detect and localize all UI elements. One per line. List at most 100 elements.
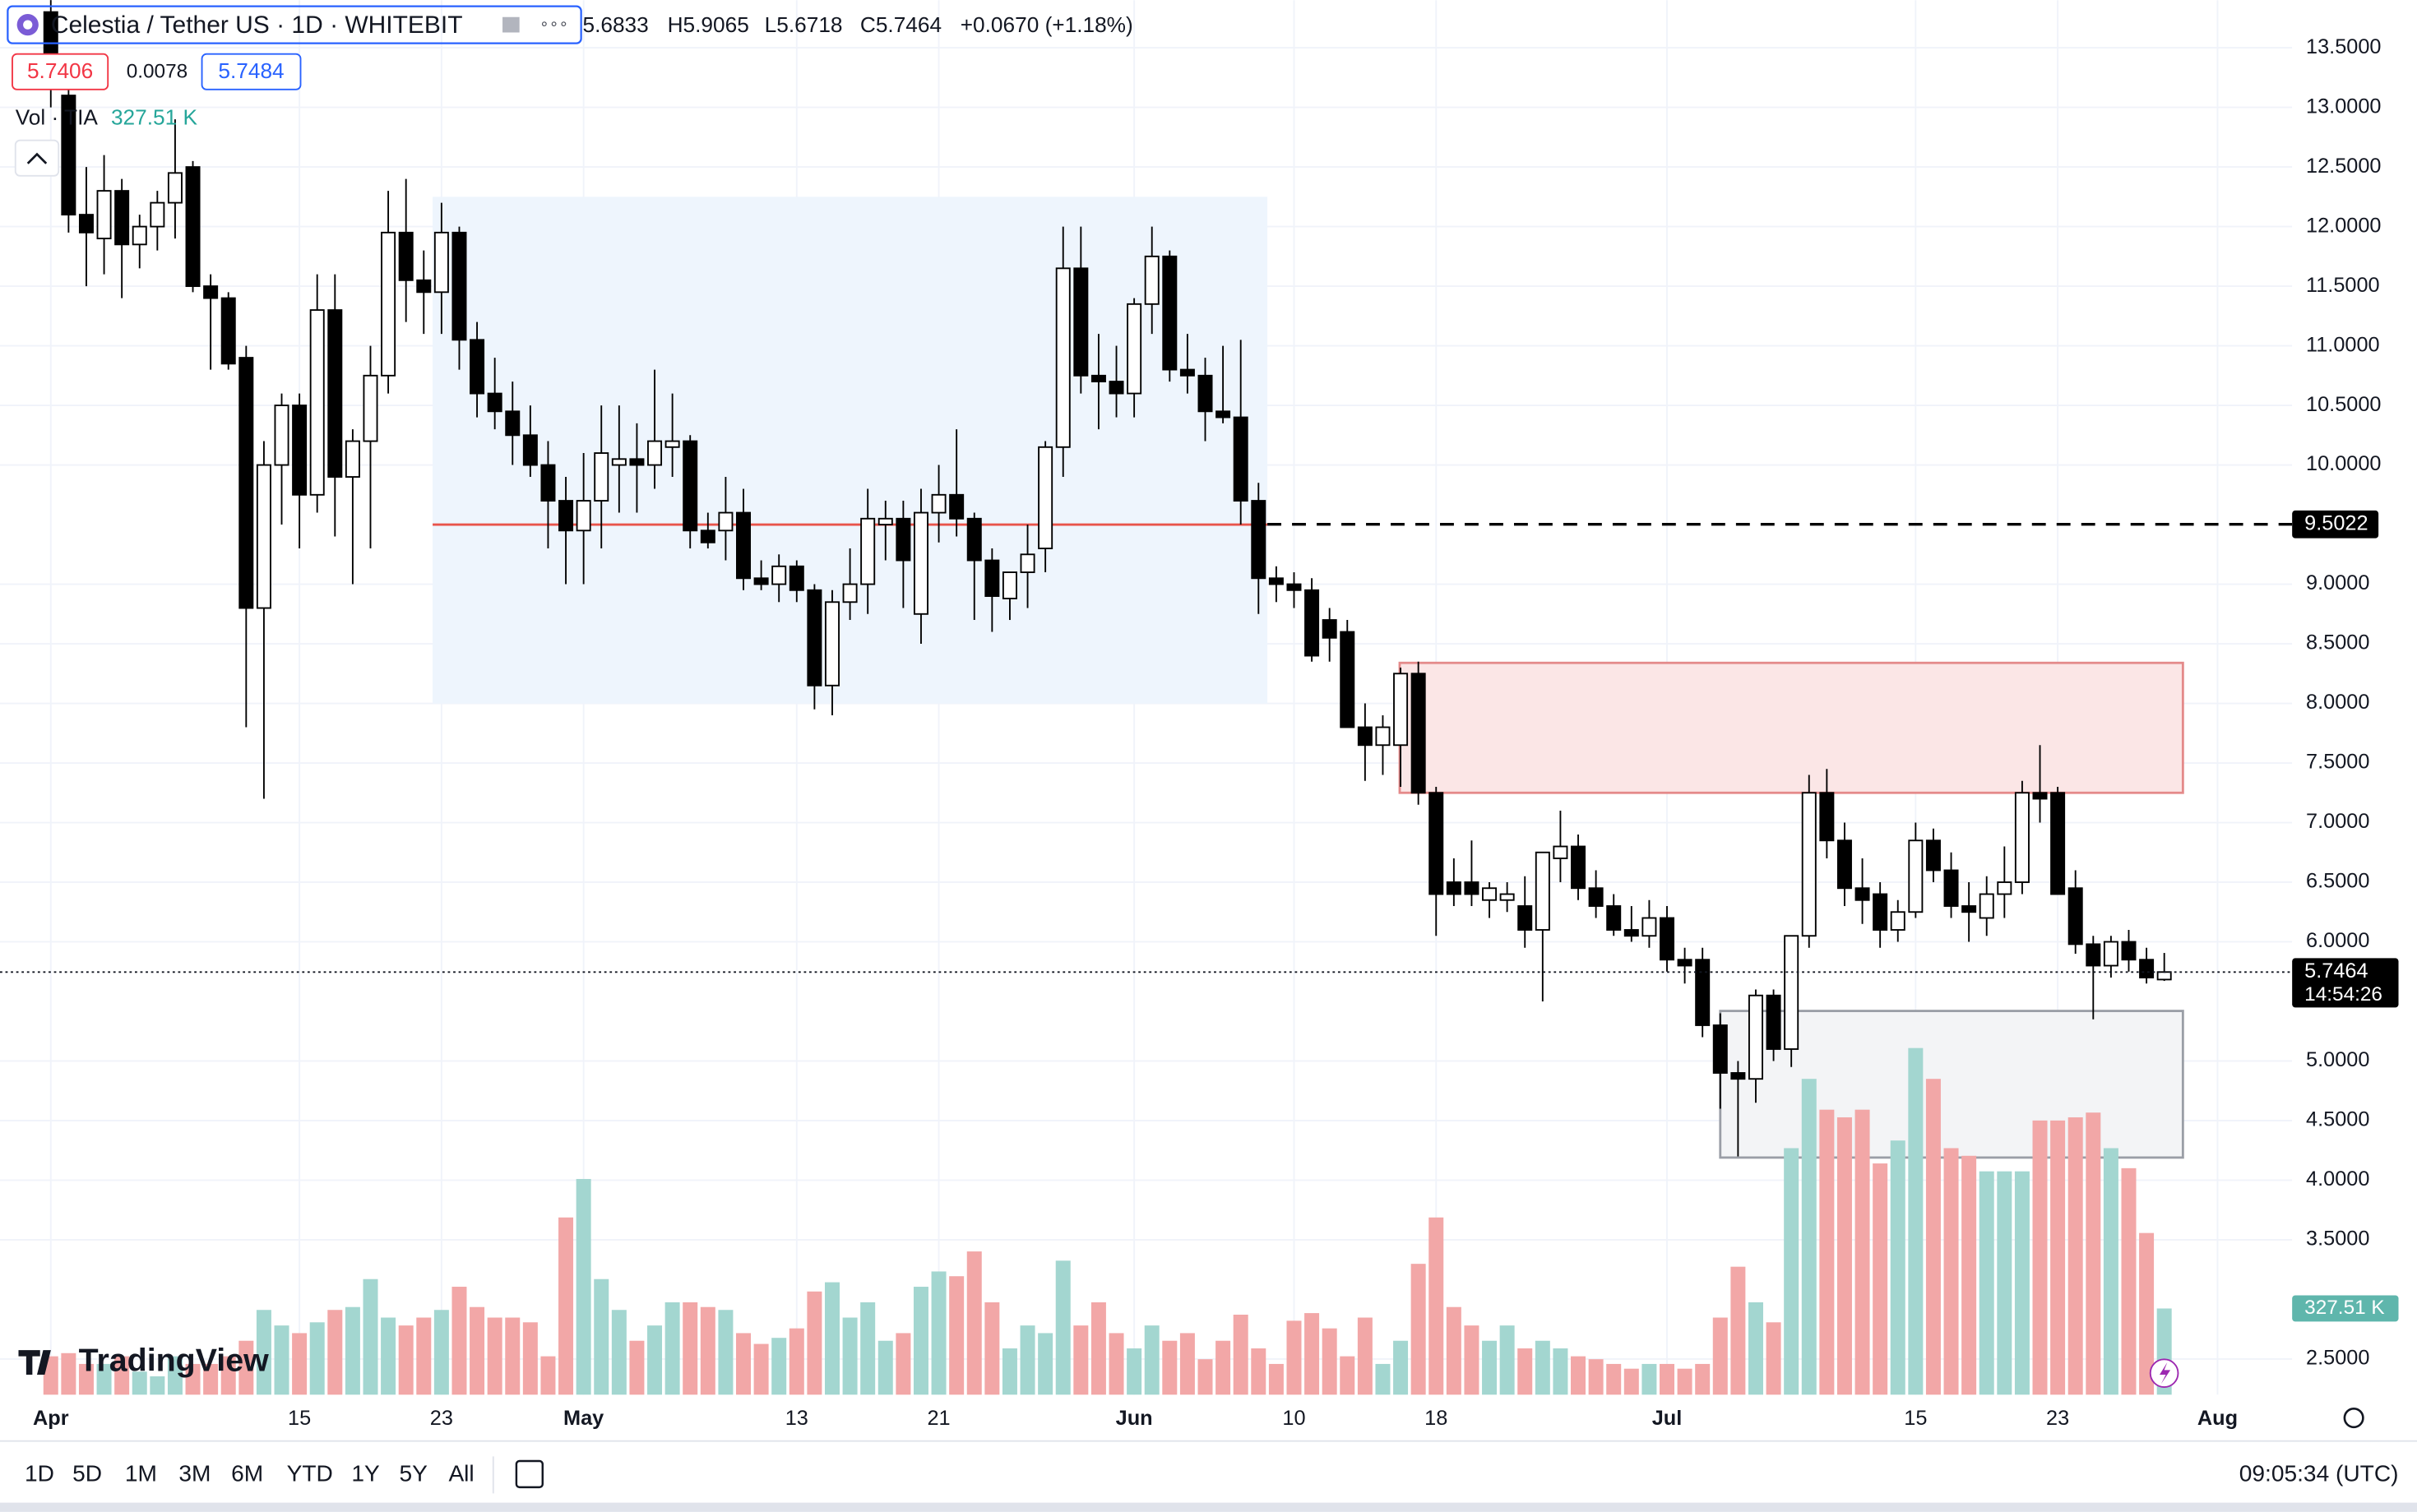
volume-bar	[1428, 1217, 1444, 1395]
candle-body	[1836, 839, 1852, 890]
volume-bar	[2050, 1120, 2066, 1395]
candle-body	[1179, 368, 1195, 377]
candle-body	[1997, 881, 2012, 895]
volume-bar	[416, 1317, 432, 1395]
ask-box[interactable]	[201, 53, 302, 90]
candle-body	[1730, 1072, 1746, 1080]
range-button[interactable]: YTD	[287, 1460, 333, 1486]
volume-bar	[1002, 1348, 1017, 1395]
candle-body	[2050, 792, 2066, 895]
candle-body	[966, 517, 982, 562]
candle-body	[150, 201, 165, 228]
candle-body	[2014, 792, 2030, 883]
candle-body	[1873, 893, 1888, 931]
candle-body	[1410, 673, 1426, 794]
volume-bar	[43, 1356, 58, 1395]
candle-body	[1571, 845, 1586, 890]
candle-body	[1428, 792, 1444, 895]
candle-body	[2156, 971, 2172, 981]
volume-bar	[860, 1302, 876, 1395]
candle-body	[522, 434, 538, 466]
candle-body	[1162, 255, 1178, 371]
range-button[interactable]: 3M	[178, 1460, 211, 1486]
candle-body	[718, 511, 734, 532]
collapse-chevron	[26, 152, 48, 164]
volume-badge	[2292, 1295, 2399, 1322]
candle-body	[1535, 851, 1550, 931]
candle-body	[683, 440, 698, 532]
volume-bar	[664, 1302, 680, 1395]
candle-body	[2032, 792, 2048, 800]
volume-bar	[1127, 1348, 1142, 1395]
flag-icon[interactable]	[502, 16, 520, 33]
range-button[interactable]: 1Y	[351, 1460, 380, 1486]
candle-body	[1712, 1024, 1728, 1074]
y-tick-label: 10.5000	[2306, 393, 2381, 416]
volume-bar	[1215, 1340, 1231, 1395]
volume-bar	[292, 1333, 308, 1395]
candle-body	[2067, 887, 2083, 946]
candle-body	[1623, 929, 1639, 937]
ohlc-close: C5.7464	[860, 12, 942, 37]
candle-body	[771, 565, 787, 585]
range-button[interactable]: 5D	[72, 1460, 102, 1486]
alert-bolt	[2159, 1362, 2171, 1385]
x-tick-label: 15	[1904, 1407, 1927, 1430]
volume-bar	[1606, 1363, 1622, 1395]
volume-bar	[683, 1302, 698, 1395]
collapse-button[interactable]	[14, 139, 60, 177]
candle-body	[1606, 905, 1622, 931]
candle-body	[1482, 887, 1498, 901]
candle-body	[1819, 792, 1835, 842]
candle-body	[664, 440, 680, 448]
volume-bar	[1357, 1317, 1373, 1395]
date-range-icon[interactable]	[515, 1459, 544, 1489]
volume-bar	[1748, 1302, 1763, 1395]
zone	[1398, 661, 2184, 794]
candle-body	[931, 493, 947, 514]
range-button[interactable]: 5Y	[399, 1460, 428, 1486]
volume-bar	[1730, 1266, 1746, 1395]
y-tick-label: 13.0000	[2306, 95, 2381, 118]
last-price-label: 5.7464	[2304, 959, 2368, 983]
x-tick-label: Aug	[2197, 1407, 2238, 1430]
volume-bar	[771, 1338, 787, 1395]
volume-bar	[1482, 1340, 1498, 1395]
candle-body	[1854, 887, 1870, 901]
candle-body	[1055, 267, 1071, 448]
clock[interactable]: 09:05:34 (UTC)	[2239, 1460, 2399, 1486]
volume-bar	[78, 1363, 94, 1395]
ohlc-high: H5.9065	[668, 12, 749, 37]
y-tick-label: 12.0000	[2306, 214, 2381, 237]
candle-body	[292, 405, 308, 496]
range-button[interactable]: 1M	[125, 1460, 157, 1486]
range-button[interactable]: All	[448, 1460, 474, 1486]
volume-bar	[487, 1317, 502, 1395]
overlay: Celestia / Tether US · 1D · WHITEBIT ∘∘∘…	[0, 5, 2417, 1512]
candle-body	[2103, 941, 2118, 967]
volume-bar	[1997, 1171, 2012, 1395]
volume-bar	[1446, 1306, 1461, 1395]
volume-bar	[753, 1343, 769, 1395]
more-icon[interactable]: ∘∘∘	[539, 15, 568, 32]
title-frame[interactable]	[7, 5, 582, 44]
candle-body	[1286, 583, 1302, 591]
volume-bar	[96, 1363, 112, 1395]
bid-box[interactable]	[12, 53, 109, 90]
candle-body	[1375, 726, 1391, 747]
y-tick-label: 11.0000	[2306, 333, 2380, 356]
candle-body	[1695, 959, 1711, 1026]
candle-body	[398, 231, 414, 281]
volume-bar	[274, 1325, 289, 1395]
range-button[interactable]: 1D	[25, 1460, 54, 1486]
volume-bar	[629, 1340, 645, 1395]
x-tick-label: 10	[1282, 1407, 1305, 1430]
candle-body	[877, 517, 893, 525]
range-button[interactable]: 6M	[231, 1460, 263, 1486]
volume-bar	[1197, 1359, 1213, 1395]
candle-body	[2121, 941, 2137, 961]
candle-body	[913, 511, 928, 615]
level-badge	[2292, 510, 2379, 539]
candle-body	[647, 440, 663, 466]
settings-icon[interactable]	[2343, 1407, 2364, 1429]
